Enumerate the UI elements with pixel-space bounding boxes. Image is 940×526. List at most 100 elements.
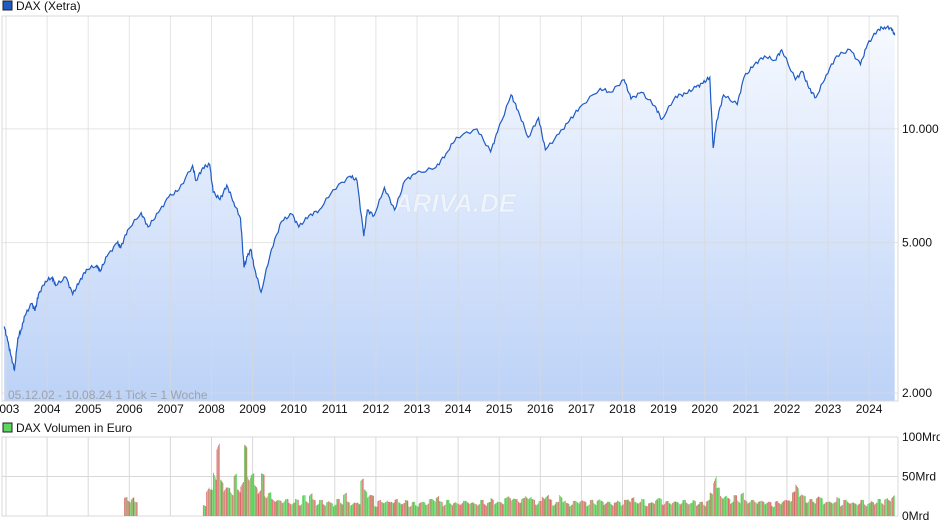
volume-bar	[402, 503, 404, 516]
volume-bar	[818, 496, 820, 516]
volume-bar	[128, 501, 130, 516]
volume-bar	[333, 505, 335, 516]
volume-bar	[804, 495, 805, 516]
volume-bar	[261, 473, 262, 516]
volume-bar	[513, 498, 515, 516]
volume-bar	[452, 503, 454, 516]
x-tick-label: 2020	[691, 402, 718, 416]
volume-bar	[650, 502, 652, 516]
volume-bar	[884, 499, 886, 516]
volume-bar	[617, 500, 619, 516]
volume-bar	[600, 500, 601, 516]
volume-bar	[295, 499, 297, 516]
volume-bar	[276, 500, 278, 516]
volume-bar	[631, 498, 632, 516]
volume-bar	[796, 485, 798, 516]
volume-bar	[406, 500, 408, 516]
volume-bar	[845, 499, 847, 516]
volume-bar	[739, 503, 741, 516]
volume-bar	[571, 505, 572, 516]
volume-bar	[493, 500, 494, 516]
volume-bar	[499, 502, 500, 516]
volume-bar	[302, 495, 303, 516]
volume-bar	[451, 504, 452, 516]
volume-bar	[802, 495, 803, 516]
volume-bar	[232, 495, 234, 516]
volume-bar	[582, 500, 583, 516]
volume-bar	[698, 503, 700, 516]
volume-bar	[655, 500, 656, 516]
volume-bar	[419, 503, 421, 516]
volume-bar	[793, 491, 795, 516]
volume-bar	[799, 496, 801, 516]
volume-bar	[363, 489, 365, 516]
volume-bar	[394, 499, 396, 516]
volume-bar	[867, 503, 869, 516]
volume-bar	[644, 505, 646, 516]
volume-bar	[383, 503, 385, 516]
volume-bar	[213, 472, 214, 516]
volume-bar	[844, 500, 845, 516]
volume-bar	[494, 504, 495, 516]
x-tick-label: 2004	[34, 402, 61, 416]
volume-bar	[126, 497, 128, 516]
volume-bar	[722, 499, 724, 516]
volume-bar	[624, 499, 625, 516]
volume-bar	[643, 499, 644, 516]
volume-bar	[269, 492, 271, 516]
volume-bar	[245, 446, 247, 516]
volume-bar	[399, 502, 400, 516]
volume-bar	[643, 499, 645, 516]
volume-bar	[268, 492, 270, 516]
volume-bar	[511, 500, 512, 516]
volume-bar	[595, 505, 597, 516]
volume-bar	[792, 492, 793, 516]
volume-bar	[444, 505, 446, 516]
volume-bar	[692, 500, 694, 516]
volume-bar	[872, 502, 874, 516]
volume-bar	[813, 502, 815, 516]
volume-bar	[781, 502, 783, 516]
volume-bar	[735, 495, 737, 516]
volume-bar	[743, 492, 744, 516]
volume-bar	[850, 503, 851, 516]
volume-bar	[847, 502, 849, 516]
volume-bar	[801, 494, 803, 516]
volume-bar	[728, 498, 730, 516]
volume-bar	[579, 501, 581, 516]
volume-bar	[671, 504, 672, 516]
volume-bar	[675, 501, 677, 516]
volume-bar	[687, 503, 689, 516]
volume-bar	[647, 505, 649, 516]
volume-bar	[430, 499, 432, 516]
volume-bar	[203, 505, 205, 516]
volume-bar	[732, 501, 734, 516]
volume-bar	[233, 476, 235, 516]
volume-bar	[631, 498, 633, 516]
x-tick-label: 2022	[774, 402, 801, 416]
volume-bar	[661, 498, 662, 516]
x-tick-label: 2005	[75, 402, 102, 416]
volume-bar	[846, 501, 848, 516]
volume-bar	[536, 504, 538, 516]
volume-bar	[130, 502, 131, 516]
volume-bar	[833, 503, 834, 516]
volume-bar	[774, 501, 776, 516]
x-tick-label: 2006	[116, 402, 143, 416]
volume-bar	[791, 501, 792, 516]
volume-bar	[387, 500, 388, 516]
y-tick-label: 2.000	[902, 386, 932, 400]
volume-bar	[710, 493, 712, 516]
volume-bar	[517, 499, 518, 516]
volume-bar	[736, 495, 738, 516]
volume-bar	[587, 505, 589, 516]
volume-bar	[371, 495, 373, 516]
volume-bar	[435, 498, 437, 516]
volume-bar	[500, 502, 502, 516]
price-area-fill	[4, 26, 895, 401]
volume-bar	[659, 498, 661, 516]
volume-bar	[318, 503, 320, 516]
volume-bar	[706, 501, 708, 516]
volume-bar	[522, 498, 524, 516]
